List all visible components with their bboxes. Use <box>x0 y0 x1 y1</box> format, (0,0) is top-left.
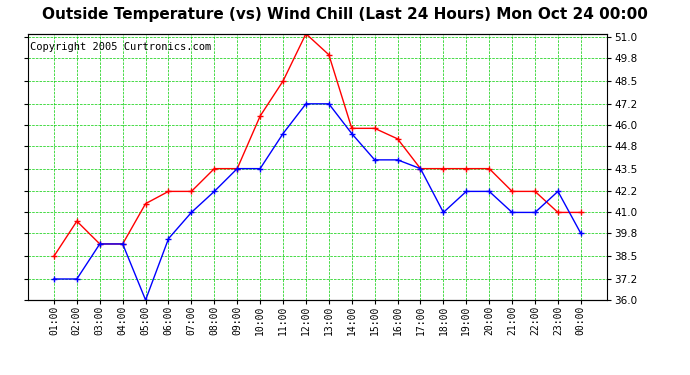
Text: Outside Temperature (vs) Wind Chill (Last 24 Hours) Mon Oct 24 00:00: Outside Temperature (vs) Wind Chill (Las… <box>42 8 648 22</box>
Text: Copyright 2005 Curtronics.com: Copyright 2005 Curtronics.com <box>30 42 212 52</box>
